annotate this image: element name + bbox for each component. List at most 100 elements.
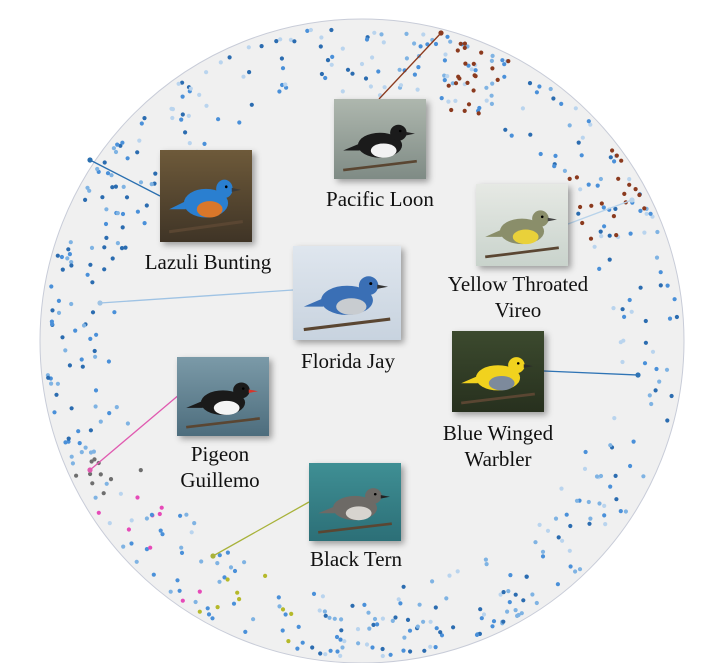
- scatter-point: [380, 646, 385, 652]
- scatter-point: [300, 640, 305, 645]
- scatter-point: [567, 123, 572, 128]
- scatter-point: [443, 52, 448, 57]
- scatter-point: [476, 111, 481, 116]
- leader-line: [89, 159, 161, 197]
- scatter-point: [664, 367, 670, 372]
- scatter-point: [582, 466, 588, 471]
- scatter-point: [642, 206, 647, 211]
- scatter-point: [412, 72, 417, 77]
- scatter-point: [160, 532, 165, 537]
- scatter-point: [521, 598, 526, 603]
- scatter-point: [637, 192, 642, 198]
- scatter-point: [276, 595, 281, 600]
- scatter-point: [545, 528, 551, 533]
- scatter-point: [372, 30, 377, 35]
- scatter-point: [144, 547, 149, 552]
- scatter-point: [638, 285, 643, 290]
- leader-line-endpoint: [87, 157, 93, 163]
- scatter-point: [325, 58, 331, 63]
- leader-line: [543, 370, 639, 376]
- scatter-point: [206, 612, 212, 617]
- scatter-point: [465, 80, 470, 85]
- scatter-point: [350, 71, 355, 76]
- scatter-point: [322, 609, 327, 614]
- scatter-point: [534, 600, 539, 606]
- scatter-point: [576, 211, 581, 216]
- scatter-point: [489, 101, 494, 106]
- scatter-point: [610, 148, 615, 153]
- scatter-point: [404, 31, 409, 36]
- scatter-point: [69, 406, 74, 411]
- scatter-point: [537, 84, 542, 89]
- scatter-point: [108, 477, 114, 482]
- scatter-point: [98, 419, 103, 424]
- scatter-point: [489, 58, 494, 64]
- scatter-point: [484, 85, 489, 90]
- scatter-point: [442, 58, 447, 63]
- scatter-point: [68, 240, 73, 245]
- scatter-point: [603, 522, 608, 527]
- scatter-point: [471, 61, 476, 66]
- scatter-point: [364, 37, 370, 42]
- scatter-point: [672, 297, 677, 302]
- scatter-point: [490, 81, 495, 86]
- scatter-point: [380, 653, 385, 659]
- pigeon-guillemo-caption: Pigeon Guillemo: [140, 441, 300, 493]
- scatter-point: [138, 180, 144, 185]
- scatter-point: [66, 436, 71, 441]
- scatter-point: [98, 472, 103, 477]
- scatter-point: [509, 133, 514, 138]
- scatter-point: [622, 314, 627, 319]
- scatter-point: [249, 102, 254, 107]
- scatter-point: [69, 301, 74, 307]
- scatter-point: [170, 107, 175, 112]
- scatter-point: [175, 578, 180, 583]
- scatter-point: [567, 548, 572, 553]
- scatter-point: [338, 637, 343, 642]
- leader-line-endpoint: [97, 300, 103, 306]
- scatter-point: [158, 528, 163, 533]
- scatter-point: [320, 594, 325, 599]
- scatter-point: [112, 310, 117, 315]
- scatter-point: [446, 99, 451, 104]
- scatter-point: [319, 35, 324, 40]
- scatter-point: [598, 473, 604, 479]
- scatter-point: [490, 624, 495, 629]
- scatter-point: [490, 66, 495, 71]
- scatter-point: [259, 44, 264, 49]
- scatter-point: [241, 74, 246, 79]
- scatter-point: [107, 411, 112, 416]
- scatter-point: [586, 182, 591, 187]
- scatter-point: [280, 607, 286, 612]
- scatter-point: [647, 393, 652, 398]
- scatter-point: [340, 645, 345, 650]
- scatter-point: [363, 76, 369, 81]
- scatter-point: [594, 474, 600, 479]
- scatter-point: [508, 573, 513, 578]
- caption-line: Warbler: [464, 447, 532, 471]
- scatter-point: [135, 495, 140, 500]
- scatter-point: [483, 557, 488, 562]
- scatter-point: [89, 245, 95, 250]
- scatter-point: [52, 410, 57, 415]
- scatter-point: [657, 379, 662, 384]
- scatter-point: [90, 310, 96, 315]
- blue-winged-warbler-caption: Blue Winged Warbler: [398, 420, 598, 472]
- scatter-point: [144, 203, 149, 208]
- scatter-point: [375, 622, 380, 627]
- scatter-point: [469, 67, 474, 72]
- scatter-point: [598, 176, 604, 182]
- scatter-point: [149, 512, 154, 518]
- scatter-point: [159, 505, 164, 510]
- scatter-point: [222, 575, 227, 580]
- scatter-point: [125, 421, 130, 426]
- scatter-point: [193, 599, 198, 605]
- florida-jay-photo: [293, 246, 401, 340]
- caption-line: Black Tern: [309, 547, 403, 571]
- leader-line: [89, 393, 181, 471]
- scatter-point: [104, 207, 109, 212]
- scatter-point: [183, 130, 188, 135]
- scatter-point: [380, 616, 385, 621]
- scatter-point: [574, 498, 580, 503]
- scatter-point: [121, 544, 126, 549]
